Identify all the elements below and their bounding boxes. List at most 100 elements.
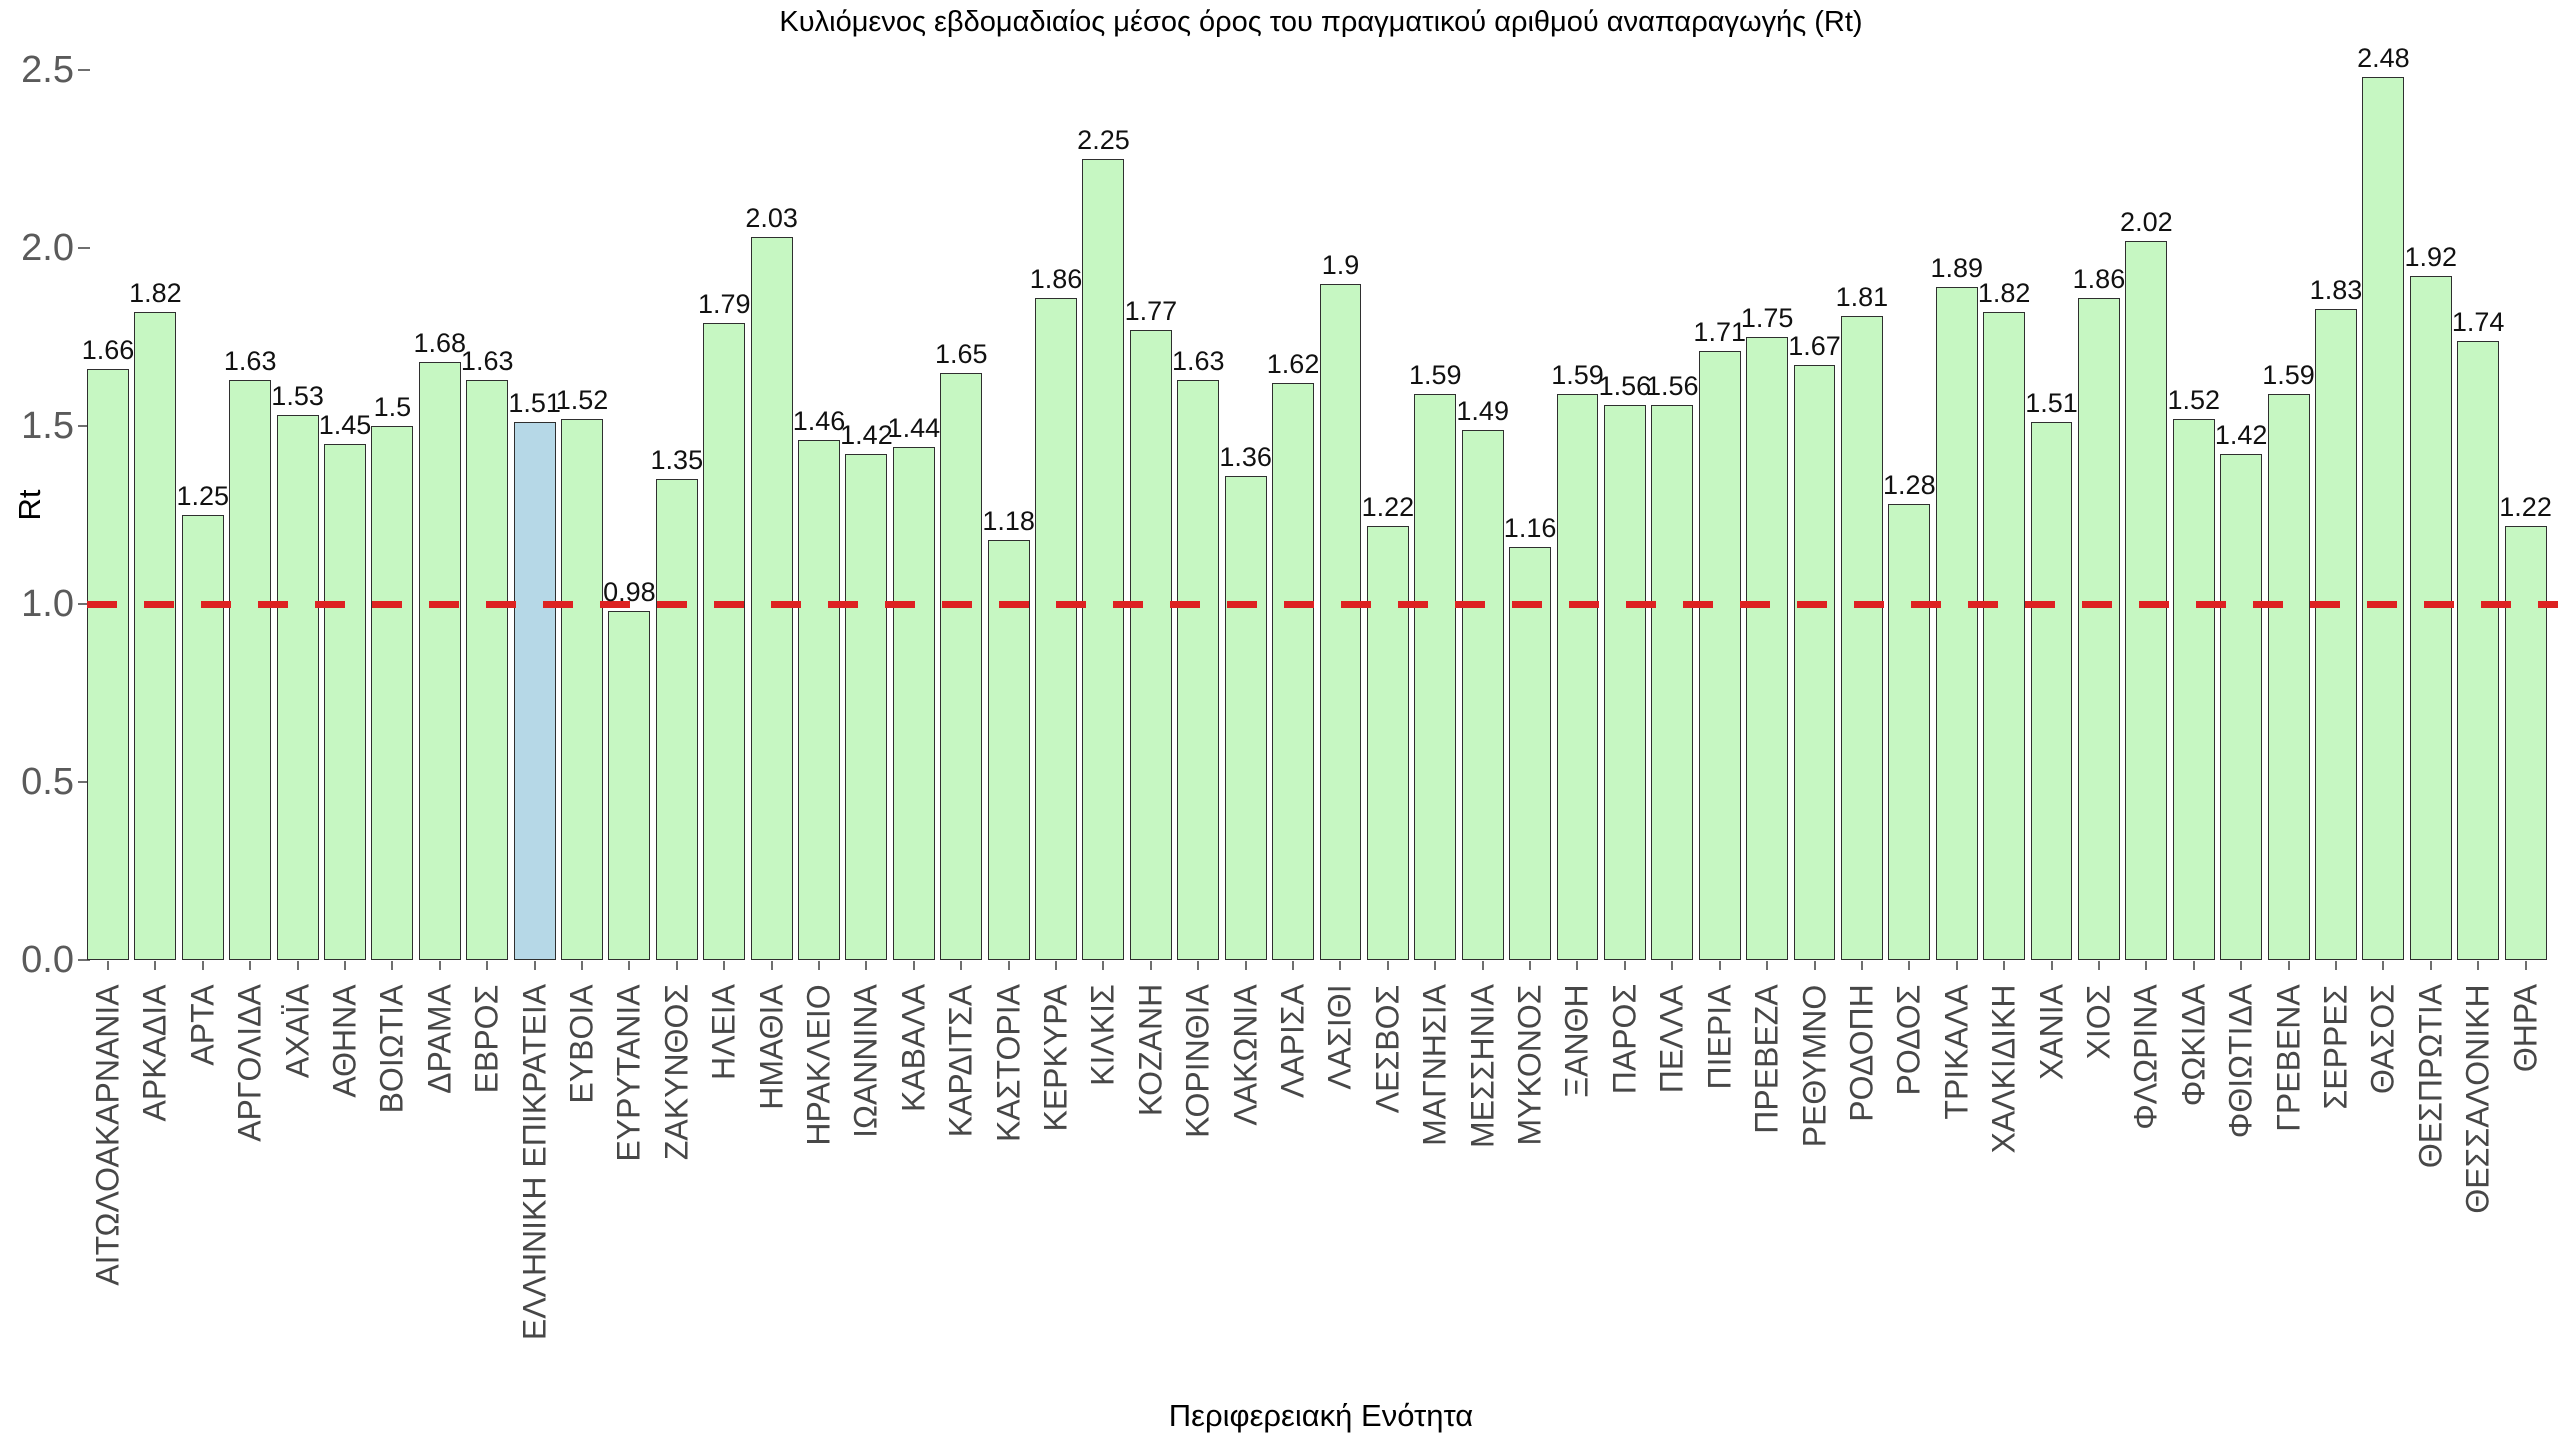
x-tick-label: ΚΙΛΚΙΣ xyxy=(1084,984,1121,1086)
bar-value-label: 1.89 xyxy=(1930,253,1983,284)
x-tick-label: ΒΟΙΩΤΙΑ xyxy=(373,984,410,1113)
bar xyxy=(1366,525,1409,960)
bar xyxy=(1177,379,1220,960)
bar xyxy=(1509,547,1552,960)
bar-value-label: 1.63 xyxy=(460,345,514,376)
bar-value-label: 1.28 xyxy=(1883,470,1936,501)
x-tick-label: ΘΗΡΑ xyxy=(2507,983,2544,1073)
bar-value-label: 1.74 xyxy=(2451,306,2505,337)
bar xyxy=(1035,297,1077,960)
bar xyxy=(2125,240,2168,960)
bar xyxy=(2220,454,2263,960)
bar xyxy=(87,369,129,960)
bar xyxy=(561,418,603,960)
bar xyxy=(1746,337,1789,960)
bar xyxy=(1082,159,1125,960)
x-tick-mark xyxy=(1671,961,1674,970)
bar xyxy=(1935,287,1978,960)
x-tick-label: ΞΑΝΘΗ xyxy=(1558,983,1595,1098)
x-tick-mark xyxy=(438,961,441,970)
x-tick-label: ΜΥΚΟΝΟΣ xyxy=(1511,983,1548,1146)
bar-value-label: 2.03 xyxy=(745,203,798,234)
x-tick-label: ΘΕΣΠΡΩΤΙΑ xyxy=(2412,983,2449,1169)
bar-value-label: 1.56 xyxy=(1646,370,1699,401)
bar-value-label: 1.59 xyxy=(1409,359,1462,390)
x-tick-mark xyxy=(1529,961,1532,970)
bar xyxy=(1414,393,1457,960)
x-tick-label: ΛΑΣΙΘΙ xyxy=(1321,983,1358,1090)
x-tick-label: ΗΜΑΘΙΑ xyxy=(753,984,790,1110)
bar-value-label: 1.83 xyxy=(2309,274,2363,305)
bar xyxy=(513,422,556,960)
bar xyxy=(1651,404,1694,960)
bar-value-label: 1.42 xyxy=(840,420,893,451)
x-tick-label: ΑΘΗΝΑ xyxy=(326,983,363,1098)
bar-value-label: 1.79 xyxy=(697,288,751,319)
x-tick-label: ΔΡΑΜΑ xyxy=(421,984,458,1094)
bar xyxy=(1224,475,1267,960)
x-tick-mark xyxy=(581,961,583,970)
x-tick-mark xyxy=(1623,961,1626,970)
bar-value-label: 1.62 xyxy=(1266,349,1320,380)
x-tick-label: ΡΕΘΥΜΝΟ xyxy=(1796,984,1832,1147)
x-tick-label: ΘΕΣΣΑΛΟΝΙΚΗ xyxy=(2459,983,2496,1214)
x-tick-label: ΗΡΑΚΛΕΙΟ xyxy=(800,983,837,1146)
x-tick-mark xyxy=(2240,961,2243,970)
x-tick-mark xyxy=(1055,961,1058,970)
x-tick-label: ΘΑΣΟΣ xyxy=(2364,983,2401,1095)
x-tick-mark xyxy=(1576,961,1579,970)
bar xyxy=(466,379,509,960)
x-tick-label: ΛΑΚΩΝΙΑ xyxy=(1227,983,1264,1126)
x-tick-label: ΡΟΔΟΣ xyxy=(1890,984,1927,1095)
bar-value-label: 1.82 xyxy=(129,278,182,309)
bar xyxy=(1983,312,2026,960)
x-tick-mark xyxy=(1766,961,1769,970)
y-tick-label: 2.0 xyxy=(21,227,74,269)
x-tick-mark xyxy=(2003,961,2006,970)
bar-value-label: 1.63 xyxy=(223,345,277,376)
x-tick-label: ΙΩΑΝΝΙΝΑ xyxy=(847,984,884,1138)
x-tick-mark xyxy=(723,961,726,970)
y-tick-mark xyxy=(78,603,90,605)
x-tick-mark xyxy=(1149,961,1152,970)
x-tick-label: ΠΡΕΒΕΖΑ xyxy=(1748,983,1785,1134)
x-tick-mark xyxy=(960,961,963,970)
y-tick-mark xyxy=(78,247,90,249)
y-tick-mark xyxy=(78,781,90,783)
x-tick-label: ΚΑΡΔΙΤΣΑ xyxy=(942,984,979,1137)
y-tick-label: 2.5 xyxy=(21,49,74,91)
bar-value-label: 1.49 xyxy=(1456,395,1509,426)
x-tick-mark xyxy=(1813,961,1816,970)
x-tick-label: ΦΩΚΙΔΑ xyxy=(2175,983,2212,1107)
bar xyxy=(1888,504,1931,960)
x-tick-mark xyxy=(2192,961,2195,970)
bar-value-label: 1.67 xyxy=(1788,331,1841,362)
x-tick-mark xyxy=(1244,961,1247,970)
bar-value-label: 2.25 xyxy=(1077,125,1130,155)
x-tick-label: ΡΟΔΟΠΗ xyxy=(1843,983,1880,1122)
x-tick-mark xyxy=(770,961,773,970)
x-tick-mark xyxy=(1102,961,1105,970)
bar xyxy=(798,440,840,960)
bar xyxy=(371,426,414,960)
x-tick-label: ΚΟΡΙΝΘΙΑ xyxy=(1179,984,1216,1138)
x-tick-label: ΤΡΙΚΑΛΑ xyxy=(1938,983,1975,1120)
bar-value-label: 1.35 xyxy=(650,445,704,476)
x-tick-label: ΧΑΝΙΑ xyxy=(2033,983,2070,1081)
x-tick-label: ΛΕΣΒΟΣ xyxy=(1369,984,1406,1113)
bar-value-label: 1.75 xyxy=(1740,303,1794,333)
bar-value-label: 2.48 xyxy=(2357,43,2410,74)
x-tick-mark xyxy=(912,961,915,970)
y-tick-mark xyxy=(78,425,90,427)
bar xyxy=(1840,315,1883,960)
bar xyxy=(987,539,1030,960)
x-tick-label: ΕΒΡΟΣ xyxy=(468,984,505,1093)
bar-value-label: 1.65 xyxy=(934,338,988,369)
x-tick-mark xyxy=(2334,961,2337,970)
bar xyxy=(845,454,888,960)
x-tick-label: ΕΥΒΟΙΑ xyxy=(563,983,600,1104)
bar xyxy=(418,361,461,960)
y-axis-title: Rt xyxy=(12,489,47,521)
y-tick-mark xyxy=(78,959,90,961)
bar-value-label: 1.86 xyxy=(1029,263,1083,294)
